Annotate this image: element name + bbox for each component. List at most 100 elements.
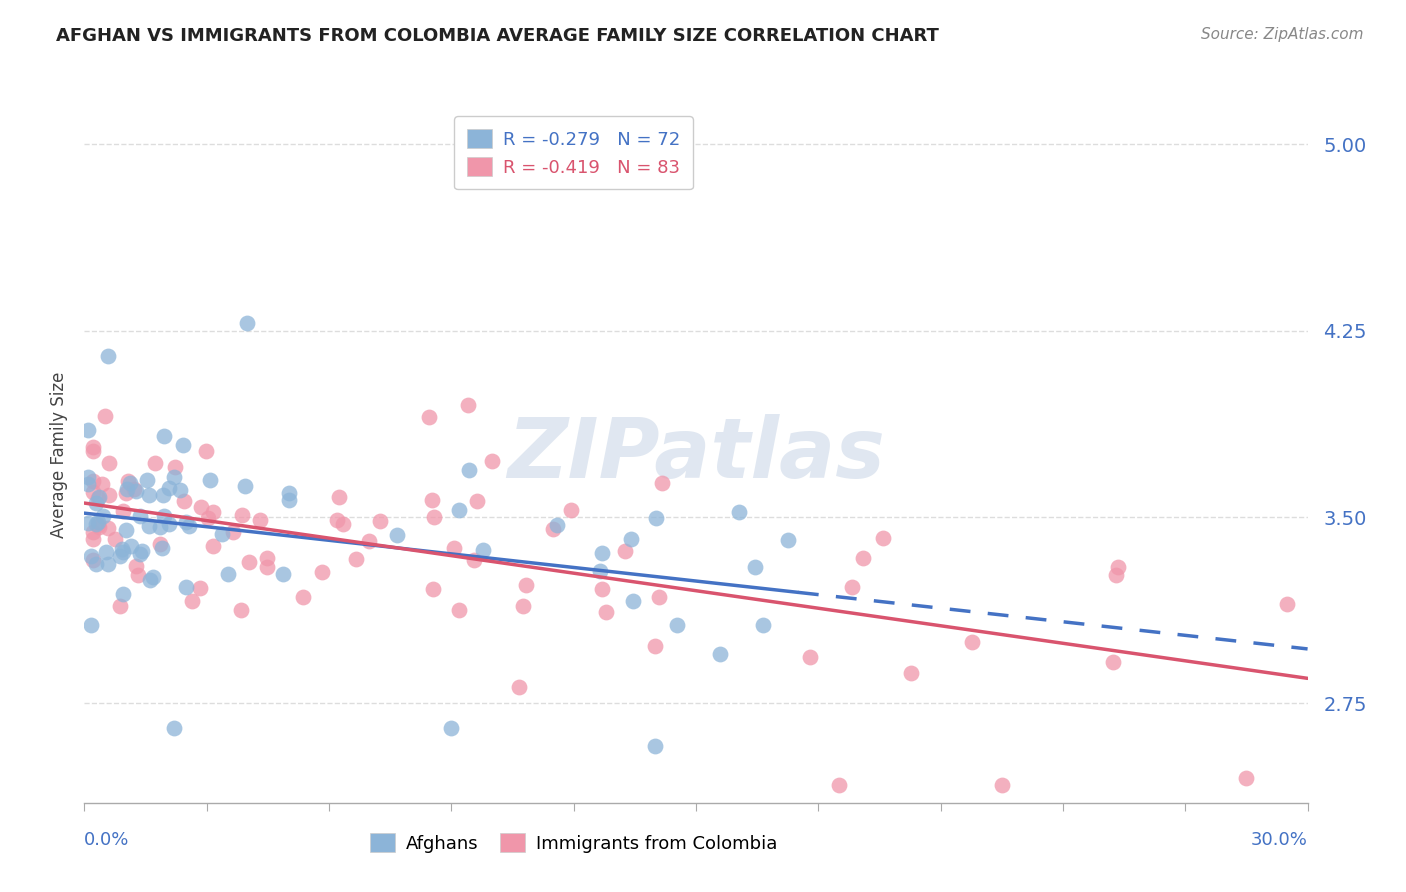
- Text: Source: ZipAtlas.com: Source: ZipAtlas.com: [1201, 27, 1364, 42]
- Point: [962, 635, 984, 649]
- Point: [82, 524, 104, 539]
- Point: [472, 543, 495, 558]
- Point: [651, 475, 673, 490]
- Point: [217, 566, 239, 581]
- Point: [86, 557, 108, 571]
- Point: [84, 517, 107, 532]
- Point: [423, 510, 446, 524]
- Point: [231, 508, 253, 523]
- Point: [440, 721, 463, 735]
- Point: [190, 500, 212, 514]
- Point: [198, 473, 221, 487]
- Point: [991, 778, 1014, 793]
- Text: ZIPatlas: ZIPatlas: [508, 415, 884, 495]
- Point: [311, 565, 333, 579]
- Point: [143, 456, 166, 470]
- Point: [508, 680, 530, 694]
- Point: [150, 541, 173, 556]
- Point: [77, 477, 100, 491]
- Point: [111, 503, 134, 517]
- Point: [512, 599, 534, 613]
- Point: [541, 522, 564, 536]
- Point: [97, 349, 120, 363]
- Point: [128, 509, 150, 524]
- Point: [872, 531, 894, 545]
- Point: [163, 470, 186, 484]
- Point: [157, 516, 180, 531]
- Point: [422, 492, 444, 507]
- Point: [235, 479, 257, 493]
- Point: [589, 564, 612, 578]
- Point: [709, 647, 731, 661]
- Point: [115, 486, 138, 500]
- Point: [165, 460, 187, 475]
- Point: [211, 527, 233, 541]
- Point: [728, 505, 751, 519]
- Point: [799, 649, 821, 664]
- Point: [591, 547, 613, 561]
- Point: [108, 549, 131, 564]
- Point: [546, 517, 568, 532]
- Point: [447, 602, 470, 616]
- Point: [900, 665, 922, 680]
- Point: [841, 580, 863, 594]
- Point: [153, 429, 176, 443]
- Point: [177, 518, 200, 533]
- Point: [457, 398, 479, 412]
- Point: [77, 423, 100, 437]
- Point: [277, 492, 299, 507]
- Point: [86, 491, 108, 505]
- Point: [82, 474, 104, 488]
- Point: [776, 533, 799, 548]
- Point: [422, 582, 444, 596]
- Point: [84, 496, 107, 510]
- Point: [271, 567, 294, 582]
- Point: [277, 486, 299, 500]
- Point: [136, 473, 159, 487]
- Point: [118, 476, 141, 491]
- Point: [359, 534, 381, 549]
- Point: [229, 603, 252, 617]
- Point: [91, 477, 114, 491]
- Point: [115, 482, 138, 496]
- Point: [163, 721, 186, 735]
- Point: [82, 444, 104, 458]
- Point: [97, 558, 120, 572]
- Point: [197, 511, 219, 525]
- Point: [174, 580, 197, 594]
- Text: 30.0%: 30.0%: [1251, 830, 1308, 848]
- Point: [87, 515, 110, 529]
- Point: [172, 438, 194, 452]
- Point: [98, 456, 121, 470]
- Point: [82, 553, 104, 567]
- Point: [1107, 560, 1129, 574]
- Point: [515, 578, 537, 592]
- Point: [368, 514, 391, 528]
- Point: [752, 618, 775, 632]
- Point: [194, 443, 217, 458]
- Point: [142, 570, 165, 584]
- Point: [387, 528, 409, 542]
- Point: [644, 639, 666, 653]
- Point: [449, 503, 471, 517]
- Point: [122, 482, 145, 496]
- Point: [111, 545, 134, 559]
- Point: [621, 594, 644, 608]
- Point: [1105, 568, 1128, 582]
- Text: AFGHAN VS IMMIGRANTS FROM COLOMBIA AVERAGE FAMILY SIZE CORRELATION CHART: AFGHAN VS IMMIGRANTS FROM COLOMBIA AVERA…: [56, 27, 939, 45]
- Point: [328, 490, 350, 504]
- Point: [111, 587, 134, 601]
- Point: [249, 512, 271, 526]
- Point: [292, 590, 315, 604]
- Point: [180, 594, 202, 608]
- Point: [332, 517, 354, 532]
- Point: [149, 537, 172, 551]
- Point: [120, 539, 142, 553]
- Point: [1275, 597, 1298, 611]
- Point: [648, 590, 671, 604]
- Point: [157, 481, 180, 495]
- Point: [127, 567, 149, 582]
- Point: [560, 503, 582, 517]
- Point: [82, 441, 104, 455]
- Point: [89, 520, 111, 534]
